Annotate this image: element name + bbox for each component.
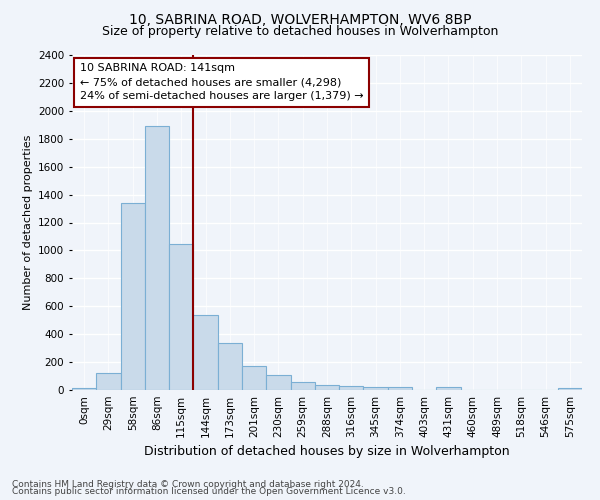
Text: 10, SABRINA ROAD, WOLVERHAMPTON, WV6 8BP: 10, SABRINA ROAD, WOLVERHAMPTON, WV6 8BP [129,12,471,26]
Text: Contains HM Land Registry data © Crown copyright and database right 2024.: Contains HM Land Registry data © Crown c… [12,480,364,489]
Bar [242,366,266,390]
Bar [145,126,169,390]
Y-axis label: Number of detached properties: Number of detached properties [23,135,32,310]
Bar [364,386,388,390]
Bar [193,314,218,390]
Bar [266,374,290,390]
Bar [290,382,315,390]
X-axis label: Distribution of detached houses by size in Wolverhampton: Distribution of detached houses by size … [144,446,510,458]
Text: 10 SABRINA ROAD: 141sqm
← 75% of detached houses are smaller (4,298)
24% of semi: 10 SABRINA ROAD: 141sqm ← 75% of detache… [80,64,363,102]
Text: Contains public sector information licensed under the Open Government Licence v3: Contains public sector information licen… [12,487,406,496]
Bar [121,203,145,390]
Bar [388,388,412,390]
Bar [96,372,121,390]
Bar [339,386,364,390]
Bar [169,244,193,390]
Bar [558,388,582,390]
Bar [436,387,461,390]
Bar [315,384,339,390]
Bar [72,388,96,390]
Text: Size of property relative to detached houses in Wolverhampton: Size of property relative to detached ho… [102,25,498,38]
Bar [218,343,242,390]
